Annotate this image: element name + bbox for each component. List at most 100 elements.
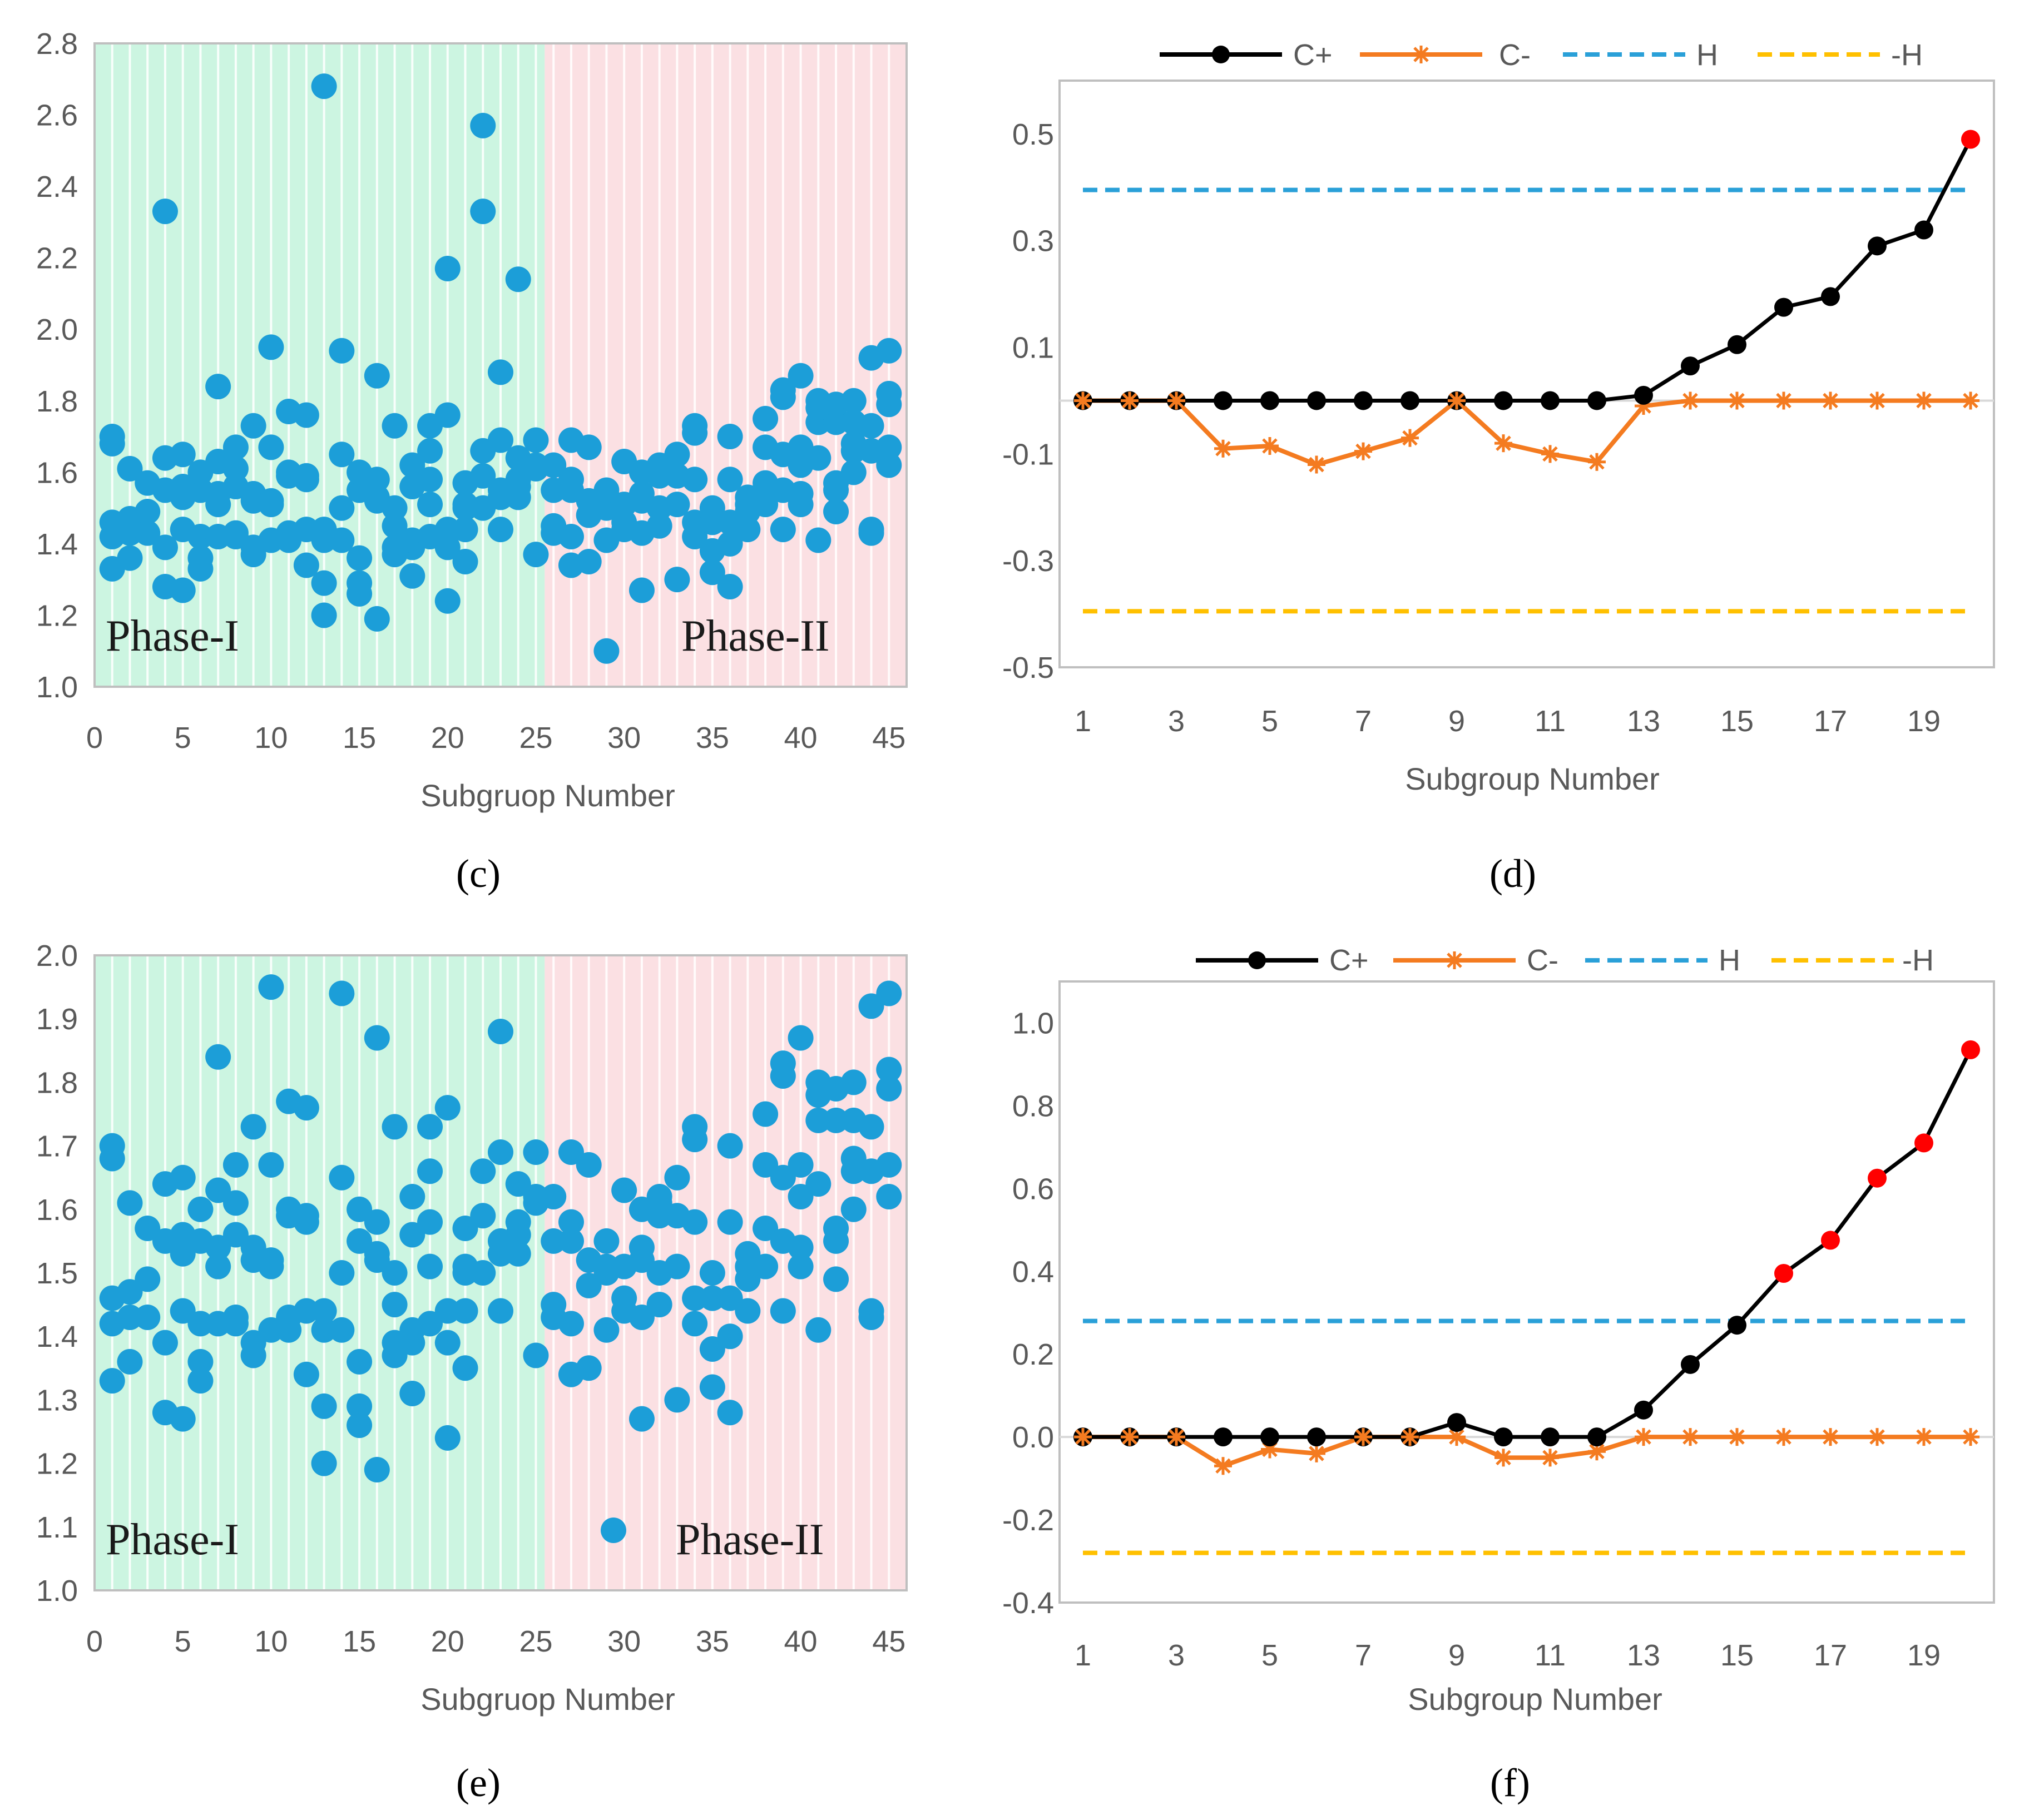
data-point-e <box>434 1095 461 1121</box>
c-plus-out-of-control-marker-f <box>1961 1040 1980 1059</box>
data-point-e <box>664 1387 690 1413</box>
data-point-c <box>858 517 884 543</box>
data-point-e <box>347 1228 373 1254</box>
y-tick-label-d: -0.3 <box>1002 544 1054 578</box>
panel-label-d: (d) <box>1489 851 1536 896</box>
data-point-e <box>382 1292 408 1318</box>
data-point-c <box>840 459 867 485</box>
data-point-e <box>452 1216 478 1242</box>
x-tick-label-c: 25 <box>519 721 552 755</box>
c-minus-marker-overlay-d <box>1074 391 1092 410</box>
data-point-c <box>717 424 743 450</box>
data-point-c <box>770 377 796 403</box>
data-point-e <box>823 1107 849 1133</box>
data-point-e <box>399 1183 425 1209</box>
data-point-e <box>823 1266 849 1292</box>
data-point-c <box>576 549 602 575</box>
data-point-c <box>788 363 814 389</box>
c-plus-marker-f <box>1728 1316 1746 1335</box>
data-point-e <box>611 1177 637 1203</box>
data-point-c <box>452 549 478 575</box>
data-point-e <box>135 1216 161 1242</box>
y-tick-label-d: 0.1 <box>1012 331 1054 365</box>
c-minus-marker-d <box>1915 391 1933 410</box>
x-tick-label-c: 20 <box>431 721 464 755</box>
y-tick-label-e: 1.2 <box>36 1447 78 1481</box>
data-point-e <box>222 1304 249 1330</box>
c-plus-marker-d <box>1774 297 1793 317</box>
data-point-c <box>434 534 461 561</box>
data-point-c <box>311 73 337 100</box>
legend-label-h-d: H <box>1696 38 1718 72</box>
c-minus-marker-d <box>1308 455 1325 474</box>
legend-marker-c-plus-f <box>1248 951 1266 969</box>
legend-label-neg-h-f: -H <box>1902 944 1934 977</box>
y-tick-label-e: 1.4 <box>36 1320 78 1353</box>
data-point-e <box>628 1304 655 1330</box>
c-minus-marker-d <box>1635 397 1652 415</box>
data-point-c <box>876 434 902 460</box>
data-point-c <box>523 542 549 568</box>
data-point-e <box>293 1203 319 1229</box>
data-point-e <box>840 1069 867 1095</box>
x-tick-label-c: 5 <box>175 721 191 755</box>
data-point-e <box>858 993 884 1019</box>
data-point-c <box>664 442 690 468</box>
data-point-c <box>364 467 390 493</box>
y-tick-label-e: 1.5 <box>36 1257 78 1290</box>
x-tick-label-d: 5 <box>1261 705 1278 738</box>
x-tick-label-c: 0 <box>86 721 103 755</box>
data-point-e <box>682 1285 708 1311</box>
data-point-c <box>258 488 284 514</box>
c-plus-out-of-control-marker-f <box>1821 1231 1840 1250</box>
data-point-c <box>364 606 390 632</box>
phase-label-e-1: Phase-I <box>106 1515 239 1564</box>
data-point-e <box>240 1330 266 1356</box>
data-point-e <box>99 1368 125 1394</box>
data-point-e <box>311 1450 337 1476</box>
x-tick-label-d: 3 <box>1168 705 1185 738</box>
x-tick-label-d: 1 <box>1075 705 1091 738</box>
data-point-c <box>488 517 513 543</box>
x-tick-label-c: 10 <box>254 721 288 755</box>
legend-label-c-minus-d: C- <box>1499 38 1531 72</box>
data-point-e <box>205 1253 231 1280</box>
data-point-e <box>523 1342 549 1368</box>
x-tick-label-c: 15 <box>343 721 376 755</box>
c-minus-marker-f <box>1261 1440 1279 1459</box>
data-point-c <box>470 199 496 225</box>
x-tick-label-e: 20 <box>431 1625 464 1658</box>
data-point-e <box>682 1311 708 1337</box>
data-point-c <box>293 463 319 489</box>
x-tick-label-e: 35 <box>696 1625 729 1658</box>
panel-label-f: (f) <box>1490 1761 1530 1805</box>
data-point-e <box>541 1228 567 1254</box>
c-minus-marker-f <box>1541 1449 1559 1467</box>
y-tick-label-e: 1.1 <box>36 1511 78 1544</box>
data-point-c <box>170 577 196 603</box>
data-point-e <box>117 1190 143 1216</box>
legend-label-c-plus-d: C+ <box>1293 38 1333 72</box>
c-plus-marker-d <box>1728 335 1746 354</box>
data-point-c <box>293 402 319 428</box>
x-tick-label-e: 40 <box>784 1625 818 1658</box>
data-point-c <box>717 574 743 600</box>
y-tick-label-e: 2.0 <box>36 939 78 973</box>
plot-frame-d <box>1058 80 1995 668</box>
y-tick-label-c: 2.0 <box>36 313 78 346</box>
data-point-e <box>452 1298 478 1324</box>
c-minus-marker-f <box>1448 1428 1466 1446</box>
data-point-c <box>347 545 373 571</box>
data-point-e <box>170 1164 196 1191</box>
data-point-e <box>876 980 902 1006</box>
c-minus-marker-overlay-f <box>1167 1428 1185 1446</box>
data-point-c <box>505 266 531 292</box>
c-minus-marker-d <box>1494 434 1512 453</box>
c-minus-marker-d <box>1868 391 1886 410</box>
data-point-e <box>205 1044 231 1070</box>
c-minus-marker-d <box>1822 391 1839 410</box>
c-plus-marker-f <box>1541 1427 1560 1447</box>
legend-marker-e <box>601 1518 626 1543</box>
c-plus-marker-d <box>1868 236 1887 256</box>
y-tick-label-d: -0.1 <box>1002 438 1054 471</box>
